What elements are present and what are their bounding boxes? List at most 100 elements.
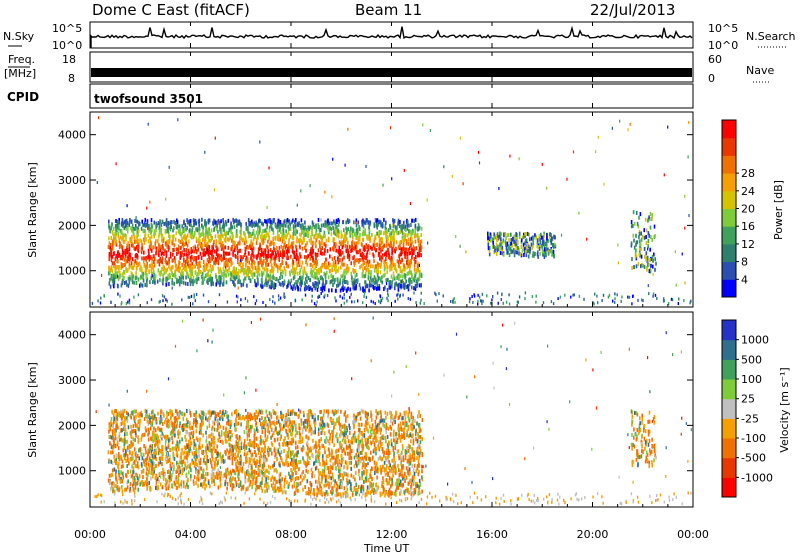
power-echo-cell [488, 249, 491, 253]
velocity-echo-cell [125, 487, 127, 492]
power-echo-cell [630, 220, 633, 224]
power-echo-cell [392, 238, 395, 243]
power-echo-cell [140, 226, 143, 231]
power-echo-cell [532, 235, 535, 240]
power-echo-cell [163, 271, 166, 276]
velocity-echo-cell [395, 432, 397, 437]
velocity-echo-cell [176, 444, 179, 449]
power-echo-cell [211, 248, 214, 252]
power-echo-cell [384, 230, 386, 235]
power-echo-cell [353, 269, 356, 273]
power-echo-cell [263, 267, 266, 272]
power-echo-cell [348, 257, 351, 262]
power-echo-cell [381, 237, 384, 242]
velocity-echo-cell [274, 448, 277, 453]
power-echo-cell [187, 255, 189, 259]
power-echo-cell [210, 234, 212, 238]
power-scatter-cell [490, 301, 492, 305]
power-echo-cell [271, 253, 273, 258]
power-scatter-cell [294, 299, 297, 303]
power-echo-cell [120, 222, 123, 227]
power-echo-cell [393, 262, 396, 267]
velocity-echo-cell [158, 479, 160, 484]
power-echo-cell [279, 276, 281, 280]
power-echo-cell [205, 221, 207, 226]
power-echo-cell [280, 263, 282, 267]
velocity-echo-cell [335, 466, 337, 471]
power-echo-cell [135, 266, 138, 271]
power-echo-cell [175, 267, 178, 272]
velocity-echo-cell [252, 477, 254, 482]
power-echo-cell [643, 264, 646, 269]
power-echo-cell [206, 250, 208, 255]
power-echo-cell [286, 262, 288, 267]
power-echo-cell [317, 248, 320, 253]
power-echo-cell [493, 235, 496, 240]
power-scatter-cell [272, 295, 274, 299]
power-noise-cell [518, 157, 520, 161]
power-echo-cell [291, 241, 294, 246]
power-echo-cell [115, 239, 117, 244]
power-echo-cell [143, 237, 145, 242]
power-echo-cell [289, 272, 291, 277]
power-echo-cell [137, 238, 139, 243]
power-echo-cell [283, 253, 286, 258]
power-echo-cell [226, 237, 229, 242]
power-echo-cell [312, 258, 315, 263]
power-scatter-cell [262, 301, 264, 304]
power-echo-cell [543, 251, 546, 256]
power-echo-cell [337, 232, 339, 237]
power-echo-cell [341, 241, 343, 246]
power-echo-cell [331, 288, 333, 293]
power-echo-cell [140, 274, 142, 279]
power-echo-cell [245, 255, 248, 260]
power-echo-cell [382, 231, 385, 236]
velocity-echo-cell [193, 438, 195, 443]
power-echo-cell [253, 254, 255, 259]
power-echo-cell [336, 283, 338, 288]
power-echo-cell [279, 229, 282, 234]
power-echo-cell [647, 259, 649, 264]
power-echo-cell [408, 247, 410, 252]
power-echo-cell [302, 223, 304, 228]
power-scatter-cell [671, 298, 674, 302]
nave-tick-bottom: 0 [708, 72, 715, 85]
power-echo-cell [645, 228, 648, 233]
power-echo-cell [216, 279, 218, 284]
velocity-echo-cell [284, 436, 286, 441]
power-scatter-cell [501, 293, 503, 297]
power-echo-cell [379, 254, 381, 259]
power-echo-cell [318, 240, 321, 245]
power-echo-cell [114, 224, 117, 229]
power-echo-cell [256, 234, 259, 239]
power-echo-cell [380, 241, 383, 245]
power-echo-cell [207, 233, 209, 238]
power-echo-cell [214, 220, 217, 225]
power-echo-cell [545, 242, 548, 247]
power-echo-cell [286, 218, 289, 222]
velocity-echo-cell [202, 415, 204, 420]
power-scatter-cell [407, 297, 409, 300]
power-echo-cell [131, 223, 134, 228]
power-echo-cell [400, 226, 402, 231]
power-ytick-label: 4000 [58, 129, 86, 142]
station-title: Dome C East (fitACF) [92, 1, 250, 19]
velocity-echo-cell [350, 487, 353, 492]
power-echo-cell [177, 224, 179, 229]
power-echo-cell [152, 270, 155, 274]
power-echo-cell [355, 223, 358, 228]
velocity-echo-cell [129, 413, 131, 418]
power-echo-cell [281, 239, 284, 244]
power-echo-cell [139, 282, 142, 287]
power-echo-cell [356, 240, 359, 245]
velocity-echo-cell [197, 438, 199, 443]
power-echo-cell [209, 238, 211, 243]
power-scatter-cell [496, 291, 499, 295]
power-echo-cell [130, 271, 133, 276]
power-echo-cell [118, 253, 120, 258]
velocity-echo-cell [386, 481, 388, 486]
power-echo-cell [385, 253, 388, 258]
power-echo-cell [417, 238, 420, 243]
power-scatter-cell [596, 294, 598, 298]
power-ground-scatter [91, 291, 692, 306]
